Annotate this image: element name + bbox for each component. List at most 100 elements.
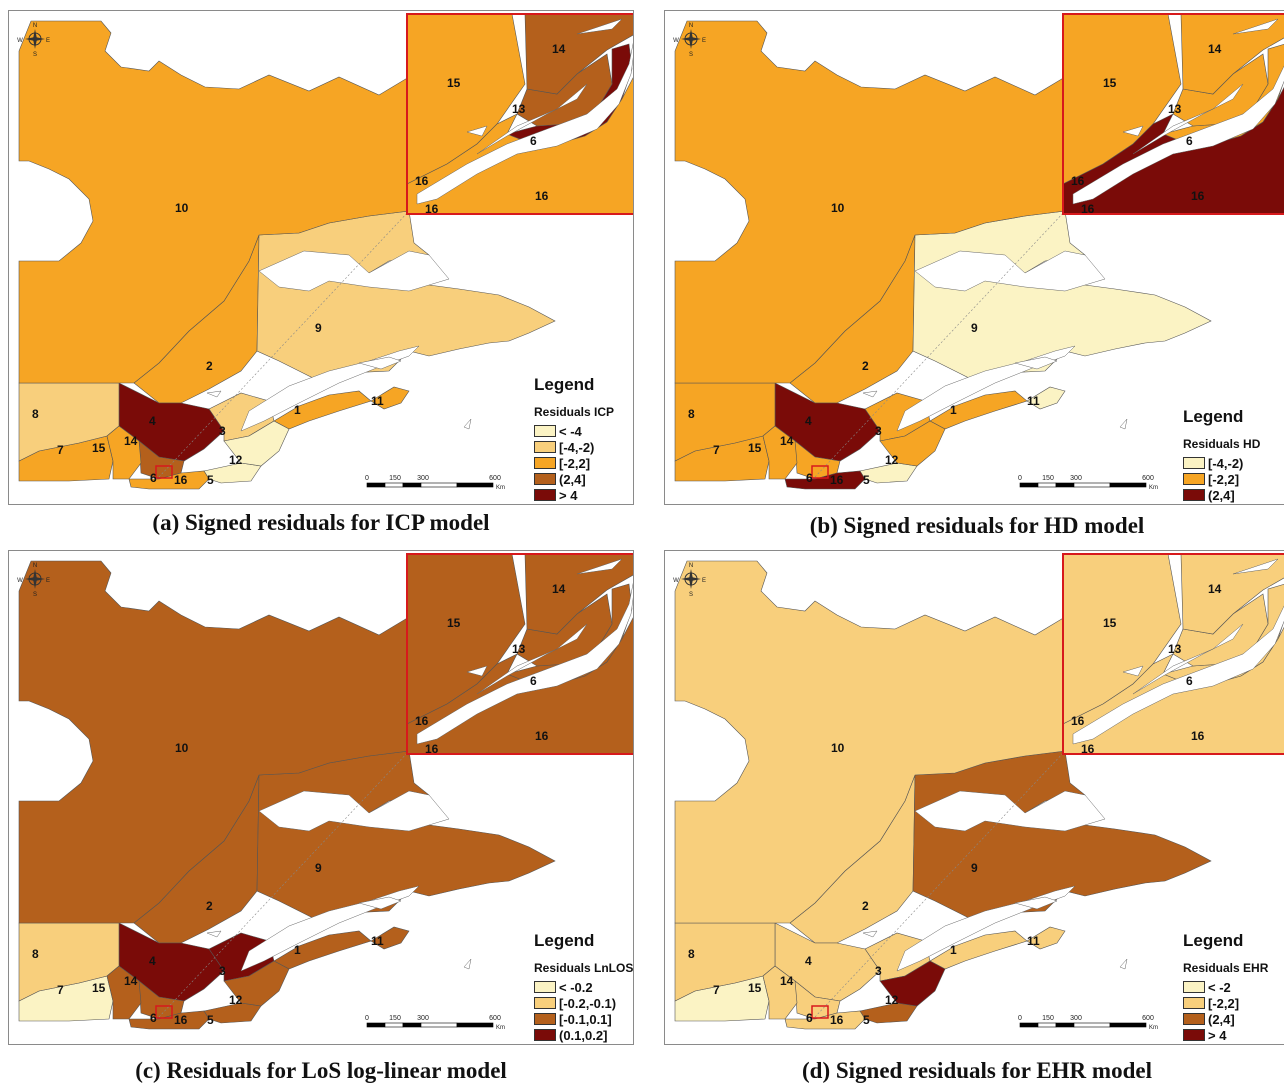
inset-water — [1232, 558, 1279, 575]
region-11 — [1026, 926, 1066, 950]
compass-n: N — [33, 563, 37, 569]
water-body — [1119, 958, 1128, 970]
legend-swatch — [1183, 981, 1205, 993]
inset-water — [416, 42, 633, 205]
region-label: 7 — [713, 983, 720, 997]
compass-e: E — [46, 38, 50, 44]
legend-label: [-2,2] — [559, 455, 591, 471]
legend-label: [-0.1,0.1] — [559, 1011, 612, 1027]
region-label: 2 — [862, 899, 869, 913]
inset-region-label: 16 — [1071, 714, 1085, 728]
region-label: 5 — [207, 473, 214, 487]
inset-region-label: 16 — [535, 729, 549, 743]
inset-region-label: 16 — [425, 742, 439, 756]
region-label: 10 — [831, 741, 845, 755]
inset-region-label: 6 — [530, 134, 537, 148]
legend-swatch — [534, 425, 556, 437]
inset-water — [576, 18, 623, 35]
legend-title: Legend — [534, 931, 595, 950]
legend: Legend Residuals LnLOS < -0.2 [-0.2,-0.1) [-… — [534, 931, 633, 1043]
legend-item: < -0.2 — [534, 979, 633, 995]
scale-unit: Km — [496, 1025, 505, 1031]
inset-region-label: 13 — [1168, 102, 1182, 116]
inset-region-label: 15 — [447, 76, 461, 90]
region-label: 5 — [863, 473, 870, 487]
compass-rose-icon: N S E W — [673, 563, 706, 598]
region-label: 4 — [805, 954, 812, 968]
legend-subtitle: Residuals ICP — [534, 405, 615, 419]
water-body — [358, 356, 402, 370]
region-8 — [18, 922, 120, 1002]
inset-locator — [811, 1005, 829, 1019]
region-label: 1 — [294, 403, 301, 417]
region-12 — [879, 960, 946, 1007]
inset-map — [406, 13, 633, 215]
region-label: 16 — [174, 1013, 188, 1027]
scale-unit: Km — [496, 485, 505, 491]
legend-subtitle: Residuals HD — [1183, 437, 1261, 451]
region-label: 11 — [1027, 394, 1040, 408]
region-label: 8 — [32, 407, 39, 421]
map-svg: N S E W 0 150 300 600 Km — [673, 13, 1284, 491]
water-body — [463, 958, 472, 970]
region-label: 12 — [229, 453, 243, 467]
region-16 — [128, 1010, 210, 1030]
legend-subtitle: Residuals LnLOS — [534, 961, 634, 975]
water-body — [206, 390, 222, 398]
region-8 — [674, 382, 776, 462]
legend-item: [-2,2] — [1183, 471, 1260, 487]
region-label: 12 — [229, 993, 243, 1007]
scale-bar: 0 150 300 600 Km — [365, 1015, 505, 1031]
legend-label: [-2,2] — [1208, 471, 1240, 487]
inset-water — [1122, 125, 1144, 137]
inset-region-label: 14 — [1208, 582, 1222, 596]
region-11 — [370, 386, 410, 410]
legend-swatch — [1183, 489, 1205, 501]
legend-item: > 4 — [534, 487, 614, 503]
inset-map — [406, 553, 633, 755]
inset-region-label: 15 — [1103, 76, 1117, 90]
inset-region-label: 13 — [512, 102, 526, 116]
region-label: 9 — [971, 321, 978, 335]
water-body — [862, 930, 878, 938]
inset-region-label: 16 — [1081, 202, 1095, 216]
region-label: 14 — [780, 434, 794, 448]
compass-rose-icon: N S E W — [673, 23, 706, 58]
inset-water — [476, 83, 588, 155]
region-10 — [674, 20, 1066, 384]
scale-tick-label: 300 — [1070, 1015, 1082, 1022]
region-label: 3 — [875, 964, 882, 978]
region-label: 7 — [713, 443, 720, 457]
legend-swatch — [534, 997, 556, 1009]
water-body — [258, 250, 450, 292]
scale-tick-label: 300 — [417, 475, 429, 482]
inset-region-label: 14 — [552, 42, 566, 56]
legend-item: (2,4] — [534, 471, 614, 487]
legend-item: < -2 — [1183, 979, 1268, 995]
legend-item: > 4 — [1183, 1027, 1268, 1043]
legend-swatch — [534, 1029, 556, 1041]
map-panel-b: N S E W 0 150 300 600 Km 1 2 3 4 5 6 7 8 9 10 11 12 14 15 16 15 1… — [664, 10, 1284, 505]
region-8 — [674, 922, 776, 1002]
legend-item: [-2,2] — [1183, 995, 1268, 1011]
region-10 — [18, 560, 410, 924]
scale-bar: 0 150 300 600 Km — [1018, 1015, 1158, 1031]
legend-swatch — [534, 457, 556, 469]
legend-label: (2,4] — [559, 471, 586, 487]
scale-tick-label: 600 — [489, 1015, 501, 1022]
water-body — [914, 250, 1106, 292]
legend-item: (2,4] — [1183, 487, 1260, 503]
inset-region-label: 16 — [425, 202, 439, 216]
inset-border — [1062, 553, 1284, 755]
inset-water — [466, 125, 488, 137]
legend: Legend Residuals EHR < -2 [-2,2] (2,4] > 4 — [1183, 931, 1268, 1043]
inset-water — [476, 623, 588, 695]
scale-tick-label: 600 — [1142, 475, 1154, 482]
legend-label: < -4 — [559, 423, 582, 439]
legend-item: [-4,-2) — [1183, 455, 1260, 471]
inset-region-label: 14 — [552, 582, 566, 596]
inset-border — [406, 553, 633, 755]
compass-w: W — [673, 578, 679, 584]
region-label: 3 — [219, 424, 226, 438]
region-16 — [784, 1010, 866, 1030]
